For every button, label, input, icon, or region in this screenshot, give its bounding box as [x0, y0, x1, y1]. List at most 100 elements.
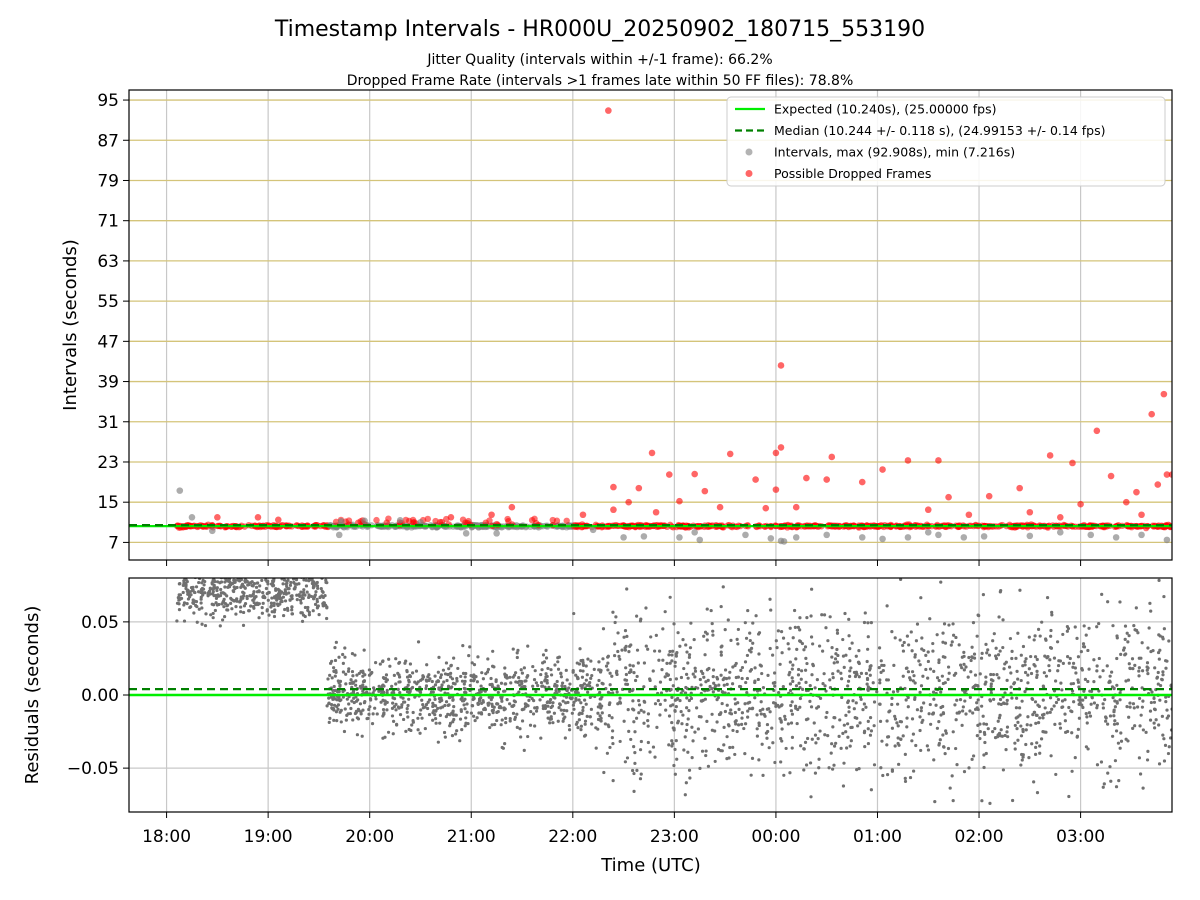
residual-point	[736, 723, 741, 727]
residual-point	[1034, 745, 1038, 749]
residual-point	[693, 675, 697, 679]
residual-point	[649, 635, 653, 639]
residual-point	[932, 669, 936, 673]
residual-point	[269, 571, 272, 574]
residual-point	[1038, 716, 1042, 720]
residual-point	[1026, 715, 1030, 719]
residual-point	[1014, 706, 1019, 710]
residual-point	[282, 578, 287, 582]
residual-point	[804, 656, 808, 660]
residual-point	[469, 711, 473, 715]
residual-point	[1095, 763, 1100, 767]
residual-point	[598, 714, 602, 718]
residual-point	[968, 709, 972, 713]
residual-point	[553, 663, 557, 667]
residual-point	[424, 686, 428, 691]
residual-point	[738, 685, 743, 689]
residual-point	[967, 655, 971, 660]
residual-point	[671, 684, 675, 688]
residual-point	[633, 730, 637, 734]
residual-point	[481, 677, 485, 681]
residual-point	[405, 669, 409, 673]
residual-point	[522, 748, 526, 752]
residual-point	[577, 698, 581, 702]
residual-point	[1076, 655, 1081, 659]
residual-point	[1011, 798, 1015, 803]
residual-point	[290, 612, 295, 616]
residual-point	[546, 704, 550, 708]
interval-point	[188, 513, 196, 521]
residual-point	[789, 709, 794, 713]
residual-point	[757, 652, 761, 656]
residual-point	[762, 712, 766, 717]
residual-point	[941, 640, 945, 644]
residual-point	[332, 684, 336, 689]
residual-point	[833, 716, 837, 720]
residual-point	[710, 621, 714, 626]
residual-point	[222, 605, 226, 609]
residual-point	[212, 584, 216, 588]
residual-point	[761, 686, 765, 690]
residual-point	[968, 695, 972, 699]
residual-point	[1079, 698, 1083, 702]
residual-point	[339, 720, 343, 724]
residual-point	[1033, 655, 1038, 659]
dropped-frame-point	[373, 516, 380, 524]
residual-point	[871, 681, 875, 685]
residual-point	[991, 730, 995, 734]
residual-point	[1137, 696, 1142, 701]
residual-point	[405, 675, 410, 679]
residual-point	[285, 579, 289, 583]
residual-point	[896, 689, 900, 693]
residual-point	[212, 594, 216, 598]
residual-point	[966, 675, 970, 679]
residual-point	[426, 706, 430, 711]
residual-point	[932, 758, 936, 762]
residual-point	[726, 618, 730, 622]
residual-point	[431, 685, 436, 689]
residual-point	[984, 751, 988, 756]
residual-point	[658, 713, 662, 717]
residual-point	[1112, 722, 1117, 726]
residual-point	[1105, 664, 1109, 668]
residual-point	[223, 601, 228, 606]
residual-point	[444, 661, 449, 665]
residual-point	[219, 591, 223, 595]
residual-point	[514, 671, 518, 675]
residual-point	[345, 697, 349, 701]
residual-point	[324, 578, 328, 582]
residual-point	[631, 768, 635, 773]
residual-point	[811, 642, 815, 646]
residual-point	[586, 657, 590, 661]
dropped-frame-point	[1046, 452, 1054, 459]
residual-point	[766, 673, 770, 678]
residual-point	[1130, 657, 1135, 661]
residual-point	[861, 708, 865, 712]
residual-point	[1131, 667, 1135, 671]
residual-point	[316, 586, 320, 590]
residual-point	[350, 699, 354, 703]
residual-point	[808, 683, 812, 688]
residual-point	[304, 584, 309, 588]
residual-point	[779, 720, 783, 724]
residual-point	[271, 583, 276, 588]
residual-point	[613, 653, 617, 658]
residual-point	[220, 602, 224, 606]
residual-point	[319, 586, 323, 591]
dropped-frame-point	[904, 457, 912, 464]
residual-point	[686, 750, 690, 754]
residual-point	[788, 771, 792, 775]
dropped-frame-point	[691, 470, 698, 478]
residual-point	[1015, 726, 1019, 731]
residual-point	[779, 630, 784, 634]
residual-point	[394, 708, 398, 712]
residual-point	[1073, 666, 1077, 670]
dropped-frame-point	[610, 506, 617, 514]
residual-point	[531, 684, 535, 688]
residual-point	[195, 604, 199, 609]
residual-point	[211, 616, 215, 620]
residual-point	[1166, 714, 1171, 718]
residual-point	[712, 681, 716, 685]
residual-point	[557, 706, 561, 710]
residual-point	[328, 673, 332, 677]
